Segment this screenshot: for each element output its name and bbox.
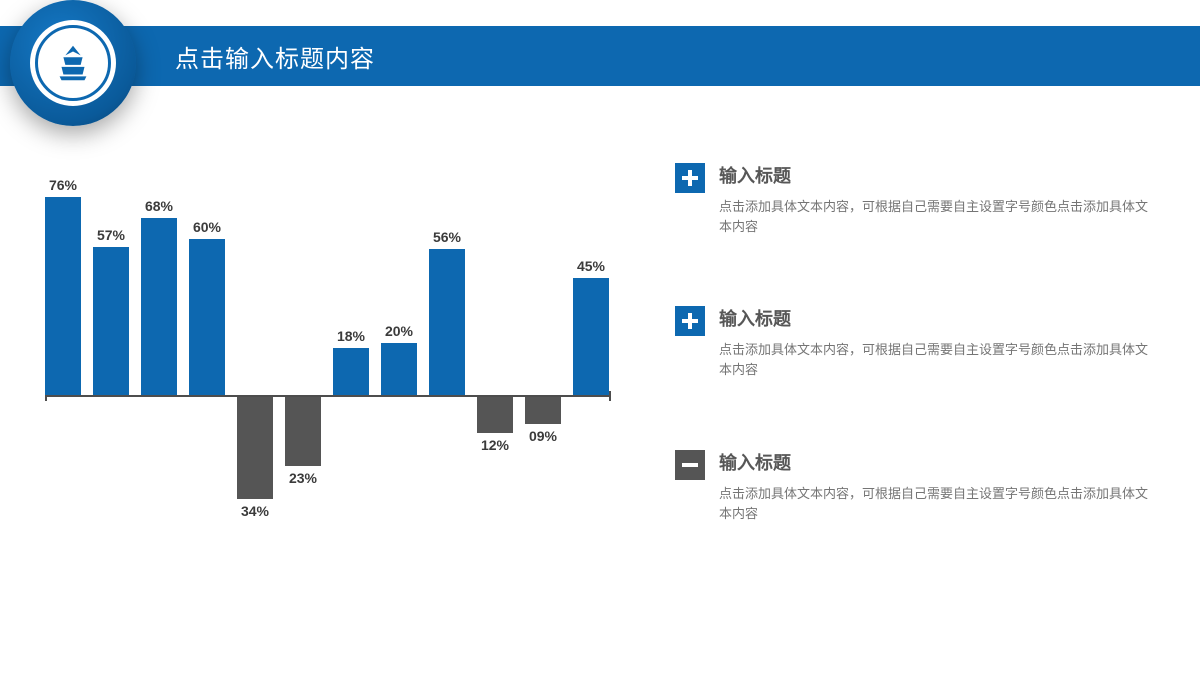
bar-label: 60% — [177, 219, 237, 235]
bar-label: 20% — [369, 323, 429, 339]
bar-label: 57% — [81, 227, 141, 243]
page-title: 点击输入标题内容 — [175, 39, 375, 74]
side-item-title: 输入标题 — [719, 305, 1165, 331]
logo-seal — [30, 20, 116, 106]
chart-bar — [141, 218, 177, 395]
axis-tick — [609, 391, 611, 401]
side-list: 输入标题 点击添加具体文本内容，可根据自己需要自主设置字号颜色点击添加具体文本内… — [675, 162, 1165, 592]
side-item-desc: 点击添加具体文本内容，可根据自己需要自主设置字号颜色点击添加具体文本内容 — [719, 340, 1149, 380]
chart-bar — [333, 348, 369, 395]
chart-bar — [429, 249, 465, 395]
side-item-desc: 点击添加具体文本内容，可根据自己需要自主设置字号颜色点击添加具体文本内容 — [719, 484, 1149, 524]
plus-icon — [675, 163, 705, 193]
bar-label: 45% — [561, 258, 621, 274]
chart-bar — [93, 247, 129, 395]
chart-bar — [381, 343, 417, 395]
content-area: 76%57%68%60%34%23%18%20%56%12%09%45% 输入标… — [0, 150, 1200, 670]
side-item-title: 输入标题 — [719, 449, 1165, 475]
chart-bar — [285, 397, 321, 466]
bar-label: 56% — [417, 229, 477, 245]
chart-bar — [189, 239, 225, 395]
chart-bar — [525, 397, 561, 424]
side-item-title: 输入标题 — [719, 162, 1165, 188]
chart-bar — [573, 278, 609, 395]
chart-bar — [477, 397, 513, 433]
bar-label: 34% — [225, 503, 285, 519]
side-item-desc: 点击添加具体文本内容，可根据自己需要自主设置字号颜色点击添加具体文本内容 — [719, 197, 1149, 237]
minus-icon — [675, 450, 705, 480]
bar-label: 09% — [513, 428, 573, 444]
side-item: 输入标题 点击添加具体文本内容，可根据自己需要自主设置字号颜色点击添加具体文本内… — [675, 449, 1165, 524]
diverging-bar-chart: 76%57%68%60%34%23%18%20%56%12%09%45% — [45, 160, 685, 580]
plus-icon — [675, 306, 705, 336]
header-bar: 点击输入标题内容 — [0, 26, 1200, 86]
bar-label: 68% — [129, 198, 189, 214]
logo-badge — [10, 0, 136, 126]
chart-bar — [45, 197, 81, 395]
bar-label: 76% — [33, 177, 93, 193]
chart-bar — [237, 397, 273, 499]
side-item: 输入标题 点击添加具体文本内容，可根据自己需要自主设置字号颜色点击添加具体文本内… — [675, 162, 1165, 237]
side-item: 输入标题 点击添加具体文本内容，可根据自己需要自主设置字号颜色点击添加具体文本内… — [675, 305, 1165, 380]
bar-label: 23% — [273, 470, 333, 486]
seal-glyph-icon — [50, 40, 96, 86]
